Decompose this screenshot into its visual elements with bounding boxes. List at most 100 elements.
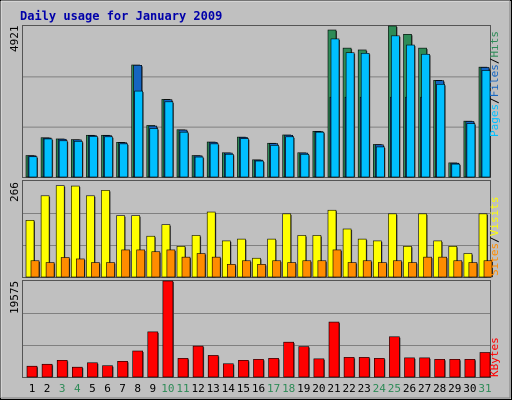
bar-pages-day-20: [315, 131, 325, 178]
bar-sites-day-22: [347, 262, 357, 278]
bar-visits-day-19: [297, 235, 307, 278]
x-tick-label-day-14: 14: [222, 382, 236, 395]
bar-pages-day-21: [330, 38, 340, 178]
bar-sites-day-30: [468, 262, 478, 278]
top-panel-max-label: 4921: [8, 26, 21, 53]
bar-pages-day-27: [421, 53, 430, 178]
bar-kbytes-day-17: [268, 358, 279, 378]
bar-kbytes-day-22: [343, 357, 355, 378]
x-tick-label-day-28: 28: [433, 382, 446, 395]
bar-visits-day-14: [222, 240, 231, 278]
bar-pages-day-31: [481, 70, 491, 178]
bar-kbytes-day-25: [389, 336, 400, 378]
bar-pages-day-23: [360, 53, 370, 178]
x-tick-label-day-23: 23: [358, 382, 371, 395]
bar-kbytes-day-1: [26, 365, 38, 378]
bar-kbytes-day-10: [162, 280, 174, 378]
bar-kbytes-day-2: [41, 363, 53, 378]
bar-pages-day-25: [391, 35, 400, 178]
bar-sites-day-27: [423, 256, 432, 278]
bar-pages-day-18: [285, 136, 295, 178]
bar-kbytes-day-26: [404, 357, 415, 378]
bar-sites-day-16: [257, 264, 266, 278]
bottom-panel-legend: KBytes: [488, 337, 501, 377]
legend-files: Files: [488, 64, 501, 97]
bar-pages-day-28: [436, 84, 446, 178]
bar-sites-day-13: [211, 256, 221, 278]
bar-kbytes-day-18: [283, 341, 295, 378]
bar-kbytes-day-24: [373, 358, 385, 378]
bottom-panel-max-label: 19575: [8, 281, 21, 314]
bar-visits-day-15: [237, 238, 246, 278]
bar-visits-day-22: [342, 228, 352, 278]
bar-sites-day-5: [91, 262, 100, 278]
bar-pages-day-3: [58, 140, 68, 178]
bar-pages-day-29: [451, 163, 461, 178]
bar-marks: [25, 25, 493, 378]
bar-kbytes-day-7: [117, 361, 128, 378]
bar-pages-day-8: [134, 90, 143, 178]
chart-title: Daily usage for January 2009: [20, 9, 222, 23]
bar-visits-day-8: [131, 215, 140, 278]
bar-pages-day-17: [270, 145, 279, 178]
bar-sites-day-18: [287, 262, 297, 278]
bar-sites-day-9: [151, 251, 161, 278]
bar-kbytes-day-12: [192, 345, 204, 378]
bar-pages-day-1: [28, 156, 38, 178]
x-tick-label-day-2: 2: [44, 382, 51, 395]
x-tick-label-day-24: 24: [373, 382, 387, 395]
x-tick-label-day-19: 19: [297, 382, 310, 395]
bar-sites-day-31: [483, 260, 493, 278]
x-tick-label-day-5: 5: [89, 382, 96, 395]
bar-sites-day-12: [196, 253, 206, 278]
x-tick-label-day-26: 26: [403, 382, 416, 395]
bar-pages-day-19: [300, 153, 310, 178]
bar-pages-day-7: [119, 143, 128, 178]
bar-kbytes-day-5: [87, 362, 98, 378]
legend-sep-3: /: [488, 236, 501, 243]
x-tick-label-day-21: 21: [327, 382, 340, 395]
legend-hits: Hits: [488, 31, 501, 58]
bar-pages-day-22: [345, 52, 355, 178]
bar-visits-day-20: [312, 235, 322, 278]
bar-visits-day-25: [388, 213, 397, 278]
bar-sites-day-10: [166, 249, 176, 278]
bar-sites-day-11: [181, 256, 191, 278]
x-tick-label-day-27: 27: [418, 382, 431, 395]
bar-pages-day-12: [194, 156, 204, 178]
bar-sites-day-26: [408, 262, 417, 278]
legend-visits: Visits: [488, 197, 501, 237]
bar-sites-day-2: [45, 262, 55, 278]
bar-pages-day-26: [406, 44, 415, 178]
bar-sites-day-3: [60, 257, 70, 278]
x-tick-label-day-16: 16: [252, 382, 265, 395]
bar-pages-day-16: [255, 160, 264, 178]
bar-pages-day-11: [179, 131, 189, 178]
bar-kbytes-day-28: [434, 359, 446, 378]
bar-sites-day-24: [377, 262, 387, 278]
bar-visits-day-4: [71, 185, 80, 278]
middle-panel-max-label: 266: [8, 182, 21, 202]
bar-pages-day-5: [89, 136, 98, 178]
bar-visits-day-7: [116, 215, 125, 278]
bar-pages-day-2: [43, 138, 53, 178]
bar-visits-day-6: [101, 190, 110, 278]
x-tick-label-day-12: 12: [191, 382, 204, 395]
x-tick-label-day-22: 22: [342, 382, 355, 395]
bar-sites-day-23: [362, 260, 372, 278]
bar-kbytes-day-19: [298, 346, 310, 378]
bar-sites-day-25: [393, 260, 402, 278]
bar-sites-day-6: [106, 262, 115, 278]
bar-kbytes-day-30: [464, 359, 476, 378]
bar-pages-day-30: [466, 123, 476, 178]
bar-sites-day-19: [302, 260, 312, 278]
bar-kbytes-day-20: [313, 358, 325, 378]
x-tick-label-day-20: 20: [312, 382, 325, 395]
x-tick-label-day-18: 18: [282, 382, 295, 395]
bar-sites-day-17: [272, 260, 281, 278]
x-tick-label-day-6: 6: [104, 382, 111, 395]
legend-sep-2: /: [488, 58, 501, 65]
bar-sites-day-14: [227, 264, 236, 278]
bar-sites-day-4: [76, 258, 85, 278]
